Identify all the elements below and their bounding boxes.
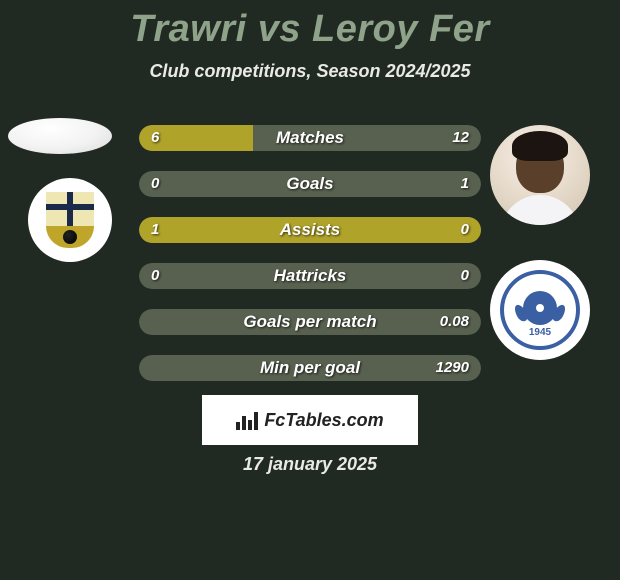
date-text: 17 january 2025 (0, 454, 620, 475)
comparison-card: Trawri vs Leroy Fer Club competitions, S… (0, 0, 620, 580)
subtitle: Club competitions, Season 2024/2025 (0, 61, 620, 82)
stat-label: Hattricks (139, 263, 481, 289)
stat-row: 1290Min per goal (139, 355, 481, 381)
stats-bars: 612Matches 01Goals 10Assists 00Hattricks 0.0… (139, 125, 481, 401)
avatar-hair (512, 131, 568, 161)
club2-ring: 1945 (500, 270, 580, 350)
club2-year: 1945 (504, 327, 576, 338)
stat-row: 00Hattricks (139, 263, 481, 289)
chart-icon (236, 410, 258, 430)
club1-shield (46, 192, 94, 248)
stat-label: Goals (139, 171, 481, 197)
brand-logo: FcTables.com (202, 395, 418, 445)
stat-row: 612Matches (139, 125, 481, 151)
stat-row: 10Assists (139, 217, 481, 243)
stat-row: 0.08Goals per match (139, 309, 481, 335)
avatar-body (500, 195, 580, 225)
stat-label: Min per goal (139, 355, 481, 381)
player1-avatar (8, 118, 112, 154)
player1-club-badge (28, 178, 112, 262)
player2-avatar (490, 125, 590, 225)
stat-label: Matches (139, 125, 481, 151)
stat-label: Assists (139, 217, 481, 243)
player2-club-badge: 1945 (490, 260, 590, 360)
stat-row: 01Goals (139, 171, 481, 197)
stat-label: Goals per match (139, 309, 481, 335)
brand-text: FcTables.com (264, 410, 383, 431)
page-title: Trawri vs Leroy Fer (0, 0, 620, 51)
